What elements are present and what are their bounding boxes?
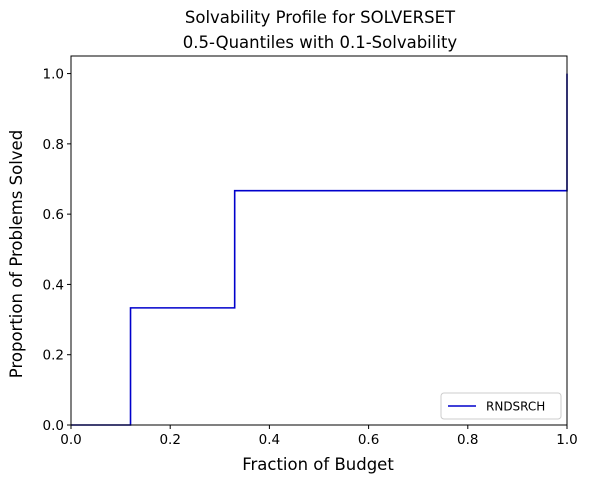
x-tick-label: 0.4 [259,432,280,448]
x-tick-label: 0.8 [457,432,478,448]
x-axis-ticks: 0.0 0.2 0.4 0.6 0.8 1.0 [60,425,577,448]
y-axis-ticks: 0.0 0.2 0.4 0.6 0.8 1.0 [43,67,71,434]
x-axis-label: Fraction of Budget [242,455,394,474]
y-tick-label: 0.0 [43,418,64,434]
y-tick-label: 0.4 [43,277,64,293]
x-tick-label: 0.2 [159,432,180,448]
y-tick-label: 1.0 [43,67,64,83]
y-axis-label: Proportion of Problems Solved [7,130,26,378]
plot-area [71,56,567,425]
y-tick-label: 0.6 [43,207,64,223]
x-tick-label: 0.0 [60,432,81,448]
x-tick-label: 0.6 [358,432,379,448]
plot-background [71,56,567,425]
legend-label-rndsrch: RNDSRCH [486,400,545,414]
y-tick-label: 0.8 [43,137,64,153]
x-tick-label: 1.0 [556,432,577,448]
chart-title-line2: 0.5-Quantiles with 0.1-Solvability [183,33,458,52]
y-tick-label: 0.2 [43,348,64,364]
chart-title-line1: Solvability Profile for SOLVERSET [185,8,456,27]
legend: RNDSRCH [441,393,561,419]
